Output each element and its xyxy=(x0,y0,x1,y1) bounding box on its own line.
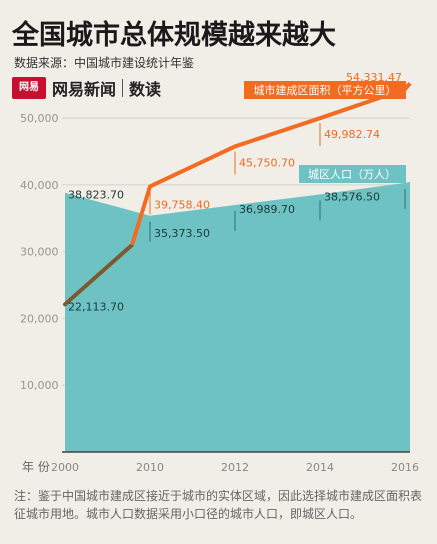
brand-column: 数读 xyxy=(129,80,162,99)
brand-divider xyxy=(122,79,124,97)
x-tick-label: 2000 xyxy=(51,461,79,474)
y-tick-label: 40,000 xyxy=(20,179,59,192)
legend-area-box xyxy=(244,81,406,99)
area-value-label: 54,331.47 xyxy=(346,71,402,84)
y-tick-label: 50,000 xyxy=(20,112,59,125)
area-value-label: 45,750.70 xyxy=(239,156,295,169)
y-tick-label: 10,000 xyxy=(20,379,59,392)
x-axis-title: 年 份 xyxy=(22,460,50,474)
x-tick-label: 2012 xyxy=(221,461,249,474)
population-value-label: 35,373.50 xyxy=(154,227,210,240)
area-value-label: 39,758.40 xyxy=(154,198,210,211)
area-line-segment xyxy=(63,242,134,307)
footnote: 注：鉴于中国城市建成区接近于城市的实体区域，因此选择城市建成区面积表征城市用地。… xyxy=(14,489,423,521)
population-value-label: 38,823.70 xyxy=(68,189,124,202)
legend-population-box xyxy=(299,165,406,183)
chart-title: 全国城市总体规模越来越大 xyxy=(12,20,336,51)
netease-logo-icon: 网易 xyxy=(12,77,46,99)
legend-population-label: 城区人口（万人） xyxy=(308,168,396,181)
x-tick-label: 2016 xyxy=(391,461,419,474)
legend-area-label: 城市建成区面积（平方公里） xyxy=(254,83,397,97)
brand: 网易 网易新闻 数读 xyxy=(12,76,161,100)
brand-name: 网易新闻 xyxy=(52,80,117,99)
x-tick-label: 2010 xyxy=(136,461,164,474)
area-value-label: 49,982.74 xyxy=(324,128,380,141)
area-value-label: 22,113.70 xyxy=(68,300,124,313)
y-tick-label: 20,000 xyxy=(20,312,59,325)
population-value-label: 38,576.50 xyxy=(324,190,380,203)
population-value-label: 36,989.70 xyxy=(239,203,295,216)
x-tick-label: 2014 xyxy=(306,461,334,474)
y-tick-label: 30,000 xyxy=(20,246,59,259)
data-source: 数据来源：中国城市建设统计年鉴 xyxy=(14,56,195,70)
population-area xyxy=(65,181,410,452)
